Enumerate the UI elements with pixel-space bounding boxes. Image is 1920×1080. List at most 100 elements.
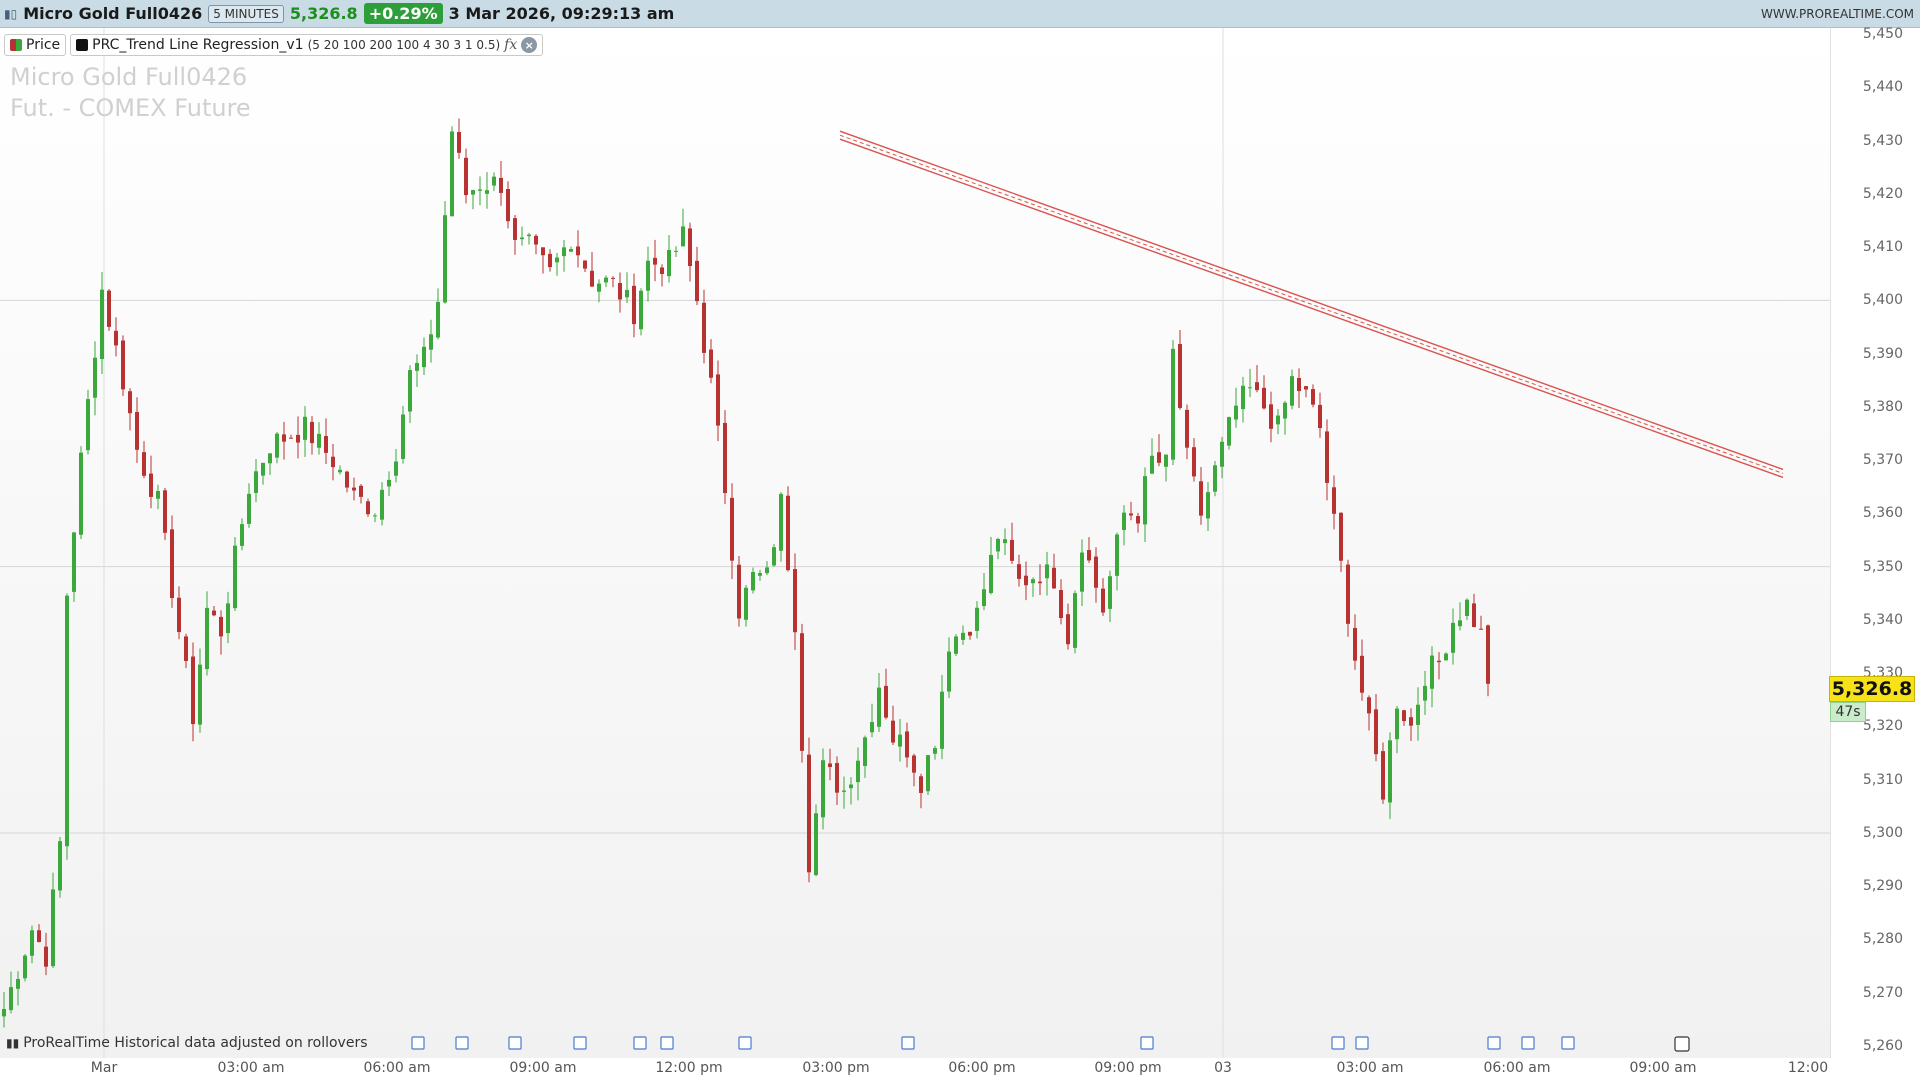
indicator-name: PRC_Trend Line Regression_v1: [92, 37, 304, 53]
candle-body: [457, 132, 461, 153]
candle-body: [569, 249, 573, 252]
candle-body: [1360, 655, 1364, 693]
candle-body: [149, 473, 153, 497]
candle-body: [107, 290, 111, 327]
candle-body: [1311, 389, 1315, 405]
candle-body: [1465, 599, 1469, 616]
candle-body: [576, 246, 580, 256]
candle-body: [562, 247, 566, 257]
candle-body: [828, 763, 832, 767]
brand-link[interactable]: WWW.PROREALTIME.COM: [1760, 7, 1914, 21]
candle-body: [653, 257, 657, 265]
header-last-price: 5,326.8: [289, 4, 358, 23]
candle-body: [1045, 564, 1049, 579]
candle-body: [100, 289, 104, 360]
candle-body: [660, 267, 664, 274]
candle-body: [401, 414, 405, 459]
rollover-note: ProRealTime Historical data adjusted on …: [23, 1035, 368, 1051]
price-swatch-icon: [10, 39, 22, 51]
price-chart[interactable]: [0, 28, 1830, 1058]
candle-body: [16, 979, 20, 989]
y-tick-label: 5,420: [1862, 185, 1903, 202]
candle-body: [275, 433, 279, 458]
candle-body: [982, 589, 986, 607]
y-tick-label: 5,370: [1862, 452, 1903, 469]
candle-body: [1297, 377, 1301, 392]
last-price-label: 5,326.8: [1829, 676, 1915, 702]
timeframe-badge[interactable]: 5 MINUTES: [208, 4, 284, 23]
event-marker-icon: [901, 1036, 915, 1050]
candle-body: [702, 302, 706, 353]
footer-note: ▮▮ ProRealTime Historical data adjusted …: [6, 1035, 368, 1051]
candle-body: [2, 1008, 6, 1017]
candle-body: [240, 524, 244, 546]
candle-body: [1017, 564, 1021, 579]
candle-body: [1010, 539, 1014, 561]
legend-price-label: Price: [26, 37, 61, 53]
indicator-params: (5 20 100 200 100 4 30 3 1 0.5): [307, 38, 501, 52]
candle-body: [1157, 452, 1161, 463]
chart-legend: Price PRC_Trend Line Regression_v1 (5 20…: [4, 34, 544, 56]
x-tick-label: 09:00 pm: [1094, 1060, 1162, 1076]
event-marker-icon: [738, 1036, 752, 1050]
legend-indicator[interactable]: PRC_Trend Line Regression_v1 (5 20 100 2…: [70, 34, 544, 56]
candle-body: [436, 301, 440, 338]
candle-body: [730, 497, 734, 561]
candle-body: [912, 755, 916, 773]
candle-body: [1486, 625, 1490, 684]
watermark-line-2: Fut. - COMEX Future: [10, 94, 251, 122]
candle-body: [30, 930, 34, 956]
price-axis[interactable]: 5,450 5,440 5,430 5,420 5,410 5,400 5,390 5,380…: [1830, 26, 1920, 1058]
candle-body: [366, 501, 370, 515]
candle-body: [1304, 386, 1308, 390]
candle-body: [72, 532, 76, 592]
candle-body: [1213, 465, 1217, 492]
candle-body: [345, 471, 349, 488]
candle-body: [1388, 740, 1392, 803]
candle-body: [1003, 539, 1007, 544]
candle-body: [1283, 402, 1287, 419]
candle-body: [723, 422, 727, 494]
close-indicator-icon[interactable]: ×: [521, 37, 538, 53]
candle-body: [1122, 512, 1126, 530]
candle-body: [65, 595, 69, 847]
x-tick-label: 06:00 am: [363, 1060, 431, 1076]
instrument-name[interactable]: Micro Gold Full0426: [23, 4, 203, 23]
candle-body: [135, 411, 139, 450]
time-axis[interactable]: Mar 03:00 am 06:00 am 09:00 am 12:00 pm 03:00…: [0, 1058, 1830, 1080]
event-marker-icon: [455, 1036, 469, 1050]
candle-body: [807, 754, 811, 873]
fx-icon[interactable]: fx: [504, 37, 518, 53]
candle-body: [1115, 534, 1119, 576]
candle-body: [247, 493, 251, 524]
y-tick-label: 5,290: [1862, 878, 1903, 895]
candle-body: [520, 237, 524, 240]
candle-body: [317, 433, 321, 448]
event-marker-icon: [1355, 1036, 1369, 1050]
candle-body: [1409, 717, 1413, 726]
candle-body: [821, 760, 825, 818]
y-tick-label: 5,310: [1862, 771, 1903, 788]
candle-body: [800, 633, 804, 751]
candle-body: [1038, 581, 1042, 584]
candle-body: [891, 720, 895, 743]
candle-body: [933, 748, 937, 754]
candle-body: [863, 737, 867, 766]
candle-body: [898, 734, 902, 747]
candle-body: [611, 277, 615, 279]
plot-area[interactable]: [0, 28, 1830, 1058]
candle-body: [590, 270, 594, 287]
event-marker-icon: [1561, 1036, 1575, 1050]
candle-body: [1136, 516, 1140, 524]
chart-type-icon[interactable]: ▮▯: [4, 6, 18, 21]
candle-body: [1395, 708, 1399, 740]
x-tick-label: 09:00 am: [509, 1060, 577, 1076]
candle-body: [1416, 704, 1420, 725]
candle-body: [212, 610, 216, 616]
candle-body: [681, 226, 685, 247]
legend-price[interactable]: Price: [4, 34, 67, 56]
candle-body: [51, 889, 55, 967]
candle-body: [156, 491, 160, 499]
candle-body: [583, 260, 587, 269]
y-tick-label: 5,440: [1862, 79, 1903, 96]
